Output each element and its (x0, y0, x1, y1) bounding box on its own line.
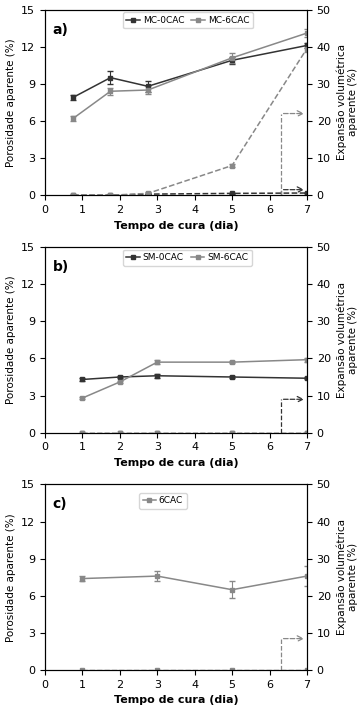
Text: a): a) (53, 23, 69, 36)
Text: b): b) (53, 260, 69, 274)
Legend: 6CAC: 6CAC (139, 493, 187, 509)
X-axis label: Tempo de cura (dia): Tempo de cura (dia) (114, 695, 238, 705)
Y-axis label: Porosidade aparente (%): Porosidade aparente (%) (5, 276, 16, 404)
X-axis label: Tempo de cura (dia): Tempo de cura (dia) (114, 220, 238, 230)
X-axis label: Tempo de cura (dia): Tempo de cura (dia) (114, 458, 238, 468)
Legend: SM-0CAC, SM-6CAC: SM-0CAC, SM-6CAC (123, 250, 252, 266)
Y-axis label: Expansão volumétrica
aparente (%): Expansão volumétrica aparente (%) (336, 519, 359, 636)
Y-axis label: Expansão volumétrica
aparente (%): Expansão volumétrica aparente (%) (336, 282, 359, 398)
Text: c): c) (53, 498, 67, 511)
Legend: MC-0CAC, MC-6CAC: MC-0CAC, MC-6CAC (123, 12, 253, 28)
Y-axis label: Expansão volumétrica
aparente (%): Expansão volumétrica aparente (%) (336, 44, 359, 161)
Y-axis label: Porosidade aparente (%): Porosidade aparente (%) (5, 513, 16, 641)
Y-axis label: Porosidade aparente (%): Porosidade aparente (%) (5, 38, 16, 166)
